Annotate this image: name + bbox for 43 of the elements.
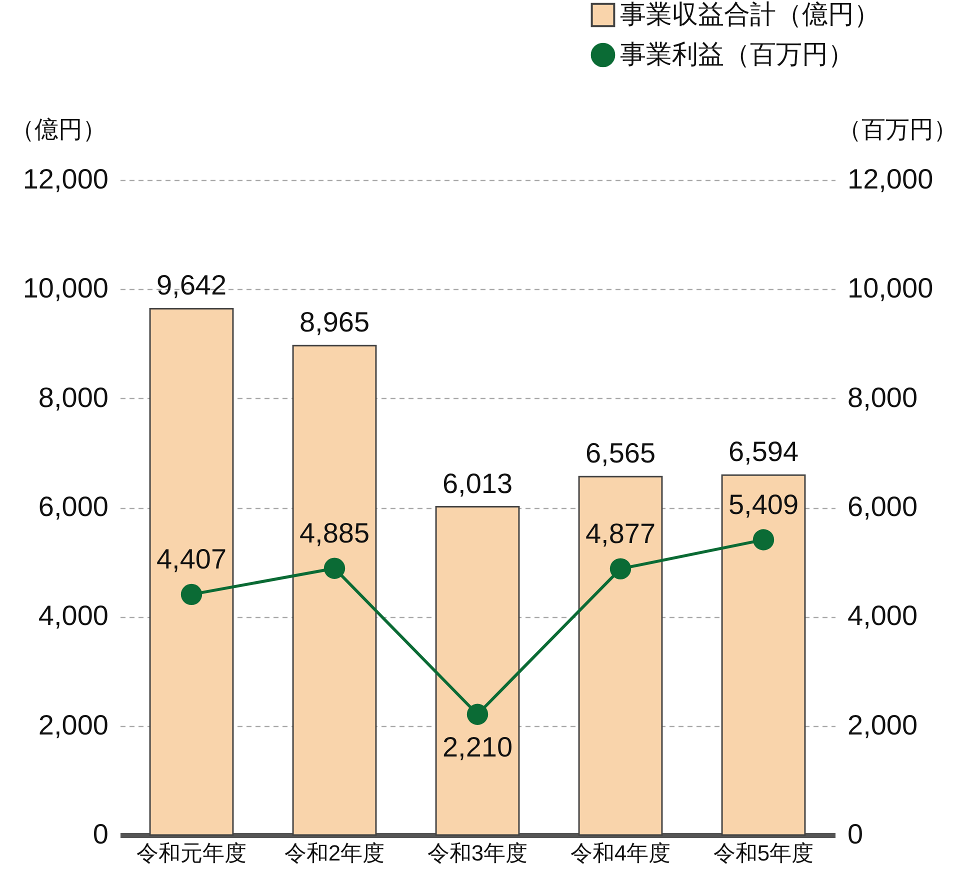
y-tick-label: 2,000 xyxy=(38,709,108,740)
x-tick-label: 令和元年度 xyxy=(136,840,246,866)
y-tick-label: 10,000 xyxy=(22,272,108,304)
x-tick-label: 令和4年度 xyxy=(570,840,671,866)
y2-tick-label: 6,000 xyxy=(848,491,918,522)
data-label: 2,210 xyxy=(442,731,513,762)
data-label: 6,565 xyxy=(585,438,656,469)
legend-label: 事業収益合計（億円） xyxy=(620,0,880,29)
y-axis-title: （億円） xyxy=(10,116,106,144)
bar xyxy=(721,474,806,836)
point xyxy=(752,529,774,550)
y2-tick-label: 12,000 xyxy=(848,164,934,194)
point xyxy=(324,558,346,579)
y2-tick-label: 0 xyxy=(848,818,864,850)
y-tick-label: 8,000 xyxy=(38,382,108,413)
data-label: 6,013 xyxy=(442,468,513,499)
x-tick-label: 令和3年度 xyxy=(427,840,528,866)
bar xyxy=(435,506,520,836)
point xyxy=(610,558,632,580)
x-tick-label: 令和5年度 xyxy=(713,840,814,866)
x-tick-label: 令和2年度 xyxy=(284,840,385,866)
data-label: 6,594 xyxy=(728,436,799,468)
bar xyxy=(149,308,234,836)
point xyxy=(180,584,202,606)
legend-label: 事業利益（百万円） xyxy=(620,39,854,69)
y-tick-label: 0 xyxy=(92,818,108,850)
data-label: 4,407 xyxy=(156,543,227,574)
point xyxy=(466,704,488,725)
y2-tick-label: 8,000 xyxy=(848,382,918,413)
y-tick-label: 12,000 xyxy=(22,164,108,194)
y2-tick-label: 4,000 xyxy=(848,600,918,632)
y2-axis-title: （百万円） xyxy=(838,116,958,144)
bar xyxy=(578,476,663,836)
data-label: 9,642 xyxy=(156,270,227,301)
y2-tick-label: 10,000 xyxy=(848,272,934,304)
y-tick-label: 6,000 xyxy=(38,491,108,522)
data-label: 8,965 xyxy=(299,306,370,338)
data-label: 4,885 xyxy=(299,517,370,548)
bar xyxy=(292,344,377,836)
data-label: 5,409 xyxy=(728,488,799,520)
y-tick-label: 4,000 xyxy=(38,600,108,632)
y2-tick-label: 2,000 xyxy=(848,709,918,740)
data-label: 4,877 xyxy=(585,518,656,549)
